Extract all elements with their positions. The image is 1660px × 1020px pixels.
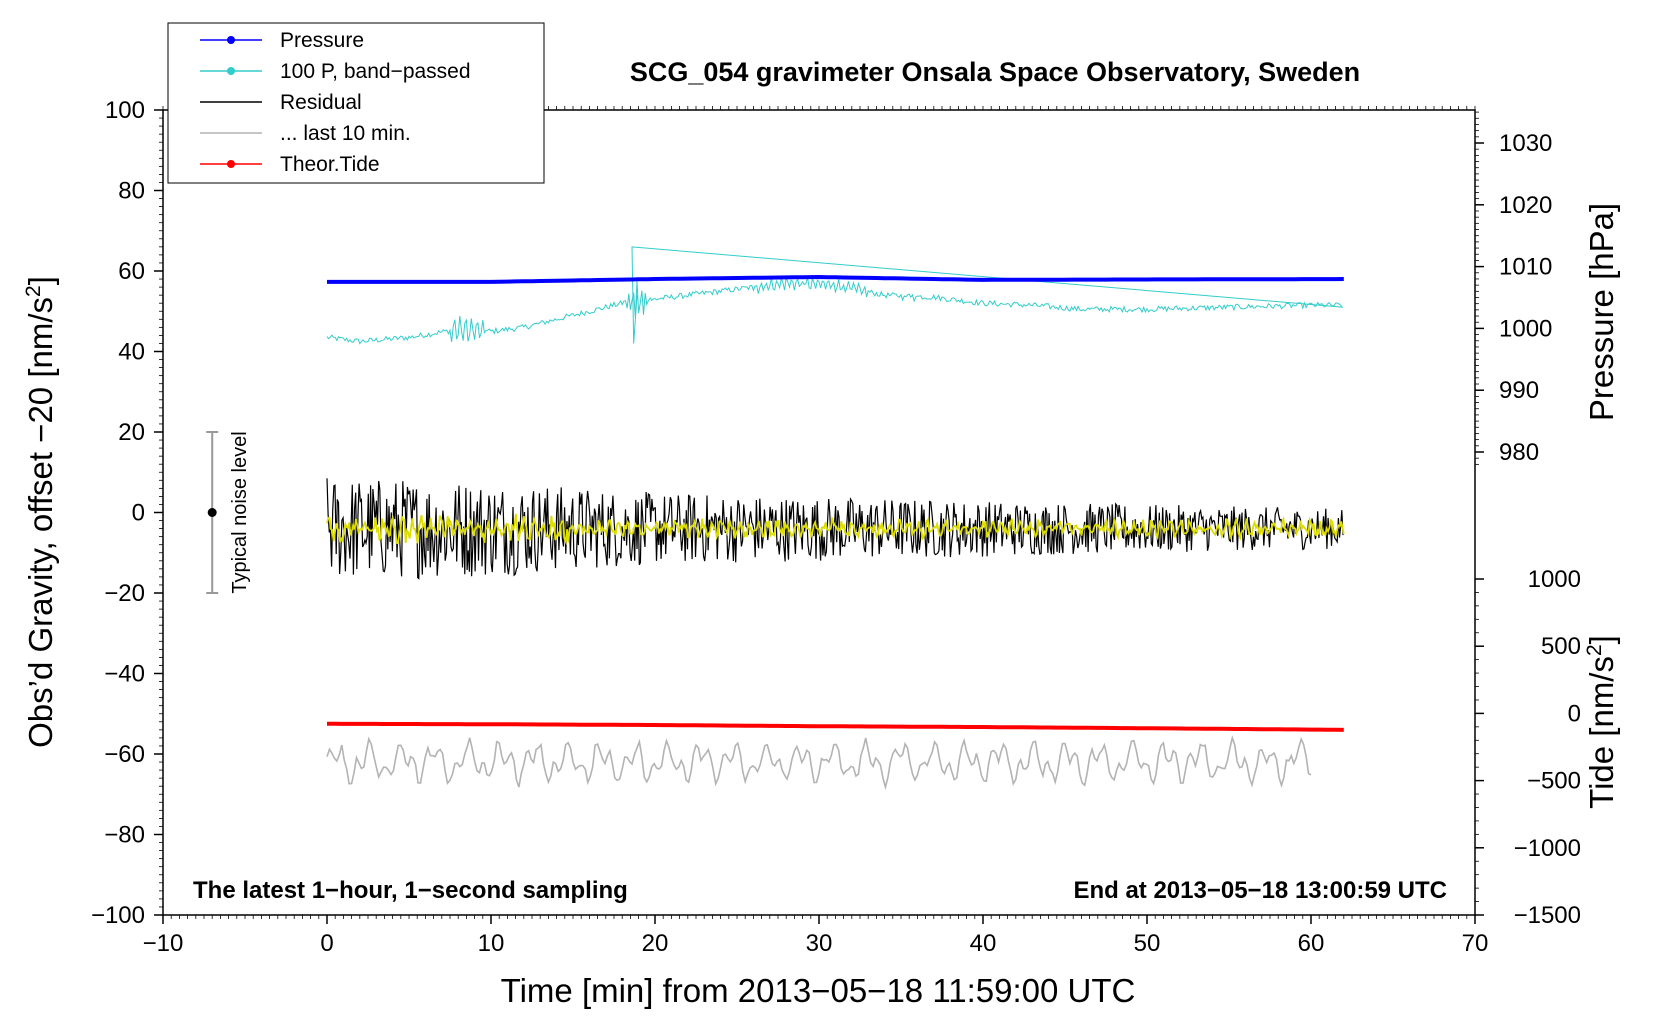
pressure-tick-label: 1010 xyxy=(1499,254,1552,281)
series-residual-filtered xyxy=(326,513,1345,546)
y-tick-label: −40 xyxy=(104,661,145,688)
series-pressure xyxy=(327,274,1344,284)
y-tick-label: 60 xyxy=(118,258,145,285)
tide-tick-label: −1500 xyxy=(1514,902,1581,929)
series-theoretical-tide xyxy=(327,721,1344,732)
pressure-tick-label: 980 xyxy=(1499,439,1539,466)
noise-bar-center-dot xyxy=(207,508,217,517)
left-y-axis-title-main: Obs’d Gravity, offset −20 [nm/s xyxy=(22,297,59,748)
legend-box xyxy=(167,22,545,184)
x-tick-label: 70 xyxy=(1462,930,1489,957)
y-tick-label: −80 xyxy=(104,822,145,849)
legend-marker xyxy=(227,36,235,44)
legend-marker xyxy=(227,160,235,168)
tide-tick-label: −500 xyxy=(1527,768,1581,795)
x-tick-label: 0 xyxy=(320,930,333,957)
left-y-axis-title-sup: 2 xyxy=(22,285,45,297)
axis-tick-labels: −10 0 10 20 30 40 50 60 70−100−80−60−40−20020406… xyxy=(91,97,1581,957)
pressure-tick-label: 1030 xyxy=(1499,130,1552,157)
legend-marker xyxy=(227,67,235,75)
pressure-tick-label: 1020 xyxy=(1499,192,1552,219)
series-last-10-min xyxy=(326,735,1312,791)
legend-label: Theor.Tide xyxy=(280,153,380,176)
pressure-tick-label: 1000 xyxy=(1499,315,1552,342)
legend-label: ... last 10 min. xyxy=(280,122,411,145)
left-y-axis-title: Obs’d Gravity, offset −20 [nm/s2] xyxy=(22,276,59,748)
tide-tick-label: 500 xyxy=(1541,633,1581,660)
tide-tick-label: 0 xyxy=(1568,700,1581,727)
end-time-note: End at 2013−05−18 13:00:59 UTC xyxy=(1073,877,1447,904)
pressure-tick-label: 990 xyxy=(1499,377,1539,404)
x-tick-label: 10 xyxy=(478,930,505,957)
tide-axis-title-main: Tide [nm/s xyxy=(1583,656,1620,809)
y-tick-label: 20 xyxy=(118,419,145,446)
x-axis-title: Time [min] from 2013−05−18 11:59:00 UTC xyxy=(501,972,1136,1009)
legend-label: Residual xyxy=(280,91,362,114)
y-tick-label: −60 xyxy=(104,741,145,768)
series-residual xyxy=(326,478,1344,580)
noise-level-label: Typical noise level xyxy=(229,431,251,593)
x-tick-label: 60 xyxy=(1298,930,1325,957)
noise-level-indicator: Typical noise level xyxy=(206,431,251,594)
y-tick-label: 0 xyxy=(132,500,145,527)
series-bandpassed-pressure xyxy=(326,246,1344,345)
legend: Pressure 100 P, band−passed Residual ... la… xyxy=(167,22,545,184)
pressure-axis-title: Pressure [hPa] xyxy=(1583,203,1620,421)
tide-tick-label: 1000 xyxy=(1528,566,1581,593)
chart-title: SCG_054 gravimeter Onsala Space Observat… xyxy=(630,57,1360,87)
y-tick-label: 40 xyxy=(118,339,145,366)
x-tick-label: 20 xyxy=(642,930,669,957)
x-tick-label: 30 xyxy=(806,930,833,957)
y-tick-label: −100 xyxy=(91,902,145,929)
y-tick-label: 80 xyxy=(118,178,145,205)
axis-ticks xyxy=(154,106,1484,924)
tide-axis-title-tail: ] xyxy=(1583,635,1620,644)
tide-tick-label: −1000 xyxy=(1514,835,1581,862)
x-tick-label: 50 xyxy=(1134,930,1161,957)
legend-label: Pressure xyxy=(280,29,364,52)
x-tick-label: −10 xyxy=(143,930,184,957)
sampling-note: The latest 1−hour, 1−second sampling xyxy=(193,877,628,904)
legend-label: 100 P, band−passed xyxy=(280,60,471,83)
tide-axis-title-sup: 2 xyxy=(1583,644,1606,656)
data-series xyxy=(326,246,1345,791)
y-tick-label: 100 xyxy=(105,97,145,124)
y-tick-label: −20 xyxy=(104,580,145,607)
tide-axis-title: Tide [nm/s2] xyxy=(1583,635,1620,809)
x-tick-label: 40 xyxy=(970,930,997,957)
left-y-axis-title-tail: ] xyxy=(22,276,59,285)
